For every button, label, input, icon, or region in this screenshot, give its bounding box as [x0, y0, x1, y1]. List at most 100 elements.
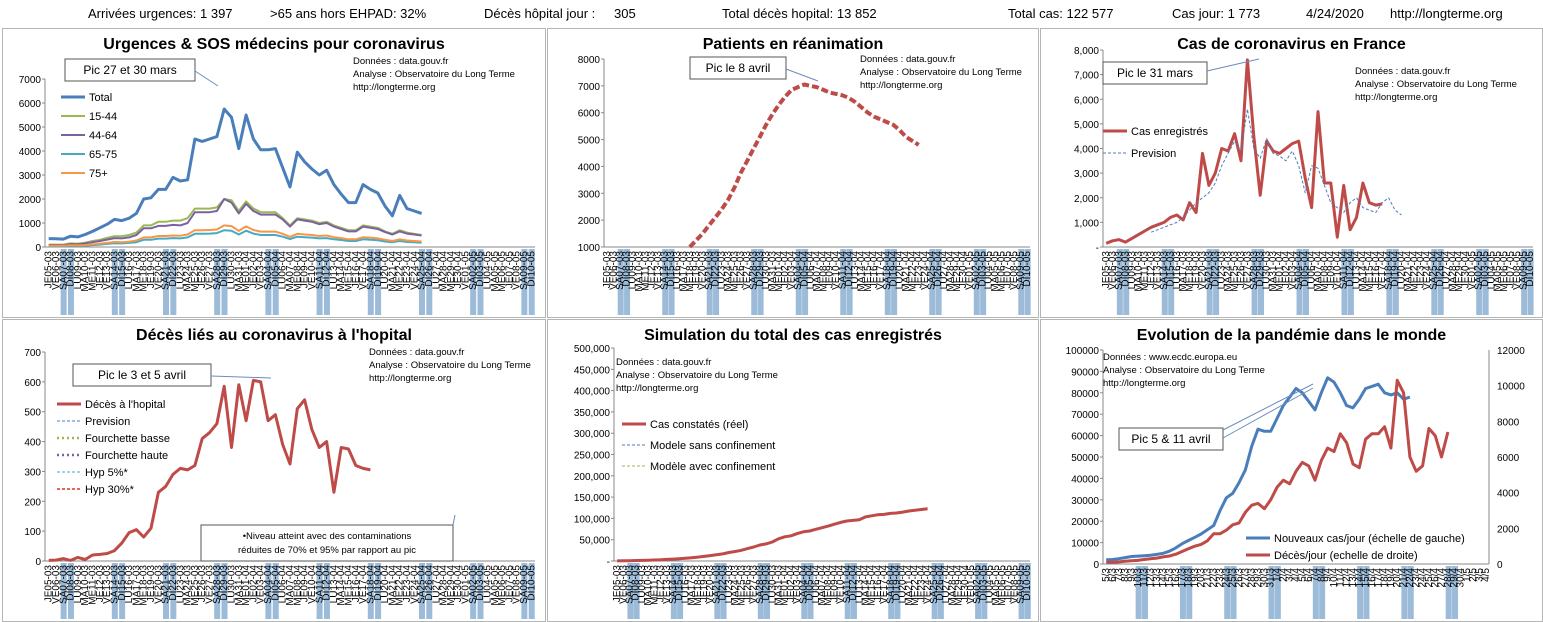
x-tick-label: 5/4: [1297, 568, 1308, 582]
x-tick-label: DI12-04: [848, 565, 859, 601]
source-line-3: http://longterme.org: [616, 383, 698, 394]
x-tick-label: ME29-04: [446, 251, 457, 292]
x-tick-label: DI26-04: [1435, 251, 1446, 287]
x-tick-label: ME01-04: [774, 251, 785, 292]
x-tick-label: MA05-05: [990, 251, 1001, 292]
x-tick-label: JE02-04: [248, 565, 259, 603]
x-tick-label: ME22-04: [907, 251, 918, 292]
header-total-cas: Total cas: 122 577: [1008, 6, 1114, 21]
x-tick-label: SA02-05: [972, 565, 983, 604]
x-tick-label: SA18-04: [885, 565, 896, 604]
weekend-band: [163, 249, 170, 315]
x-tick-label: MA10-03: [634, 251, 645, 292]
weekend-band: [624, 249, 631, 315]
x-tick-label: DI10-05: [526, 251, 537, 287]
x-tick-label: JE09-04: [300, 565, 311, 603]
series-line-nouveaux-cas-jour-chelle-de-gauche-: [1106, 376, 1411, 562]
x-tick-label: 15/4: [1361, 568, 1372, 588]
weekend-band: [1476, 249, 1483, 315]
x-tick-label: SA18-04: [882, 251, 893, 290]
weekend-band: [1251, 249, 1258, 315]
x-tick-label: DI29-03: [755, 251, 766, 287]
weekend-band: [1347, 249, 1354, 315]
x-tick-label: DI03-05: [1480, 251, 1491, 287]
x-tick-label: ME06-05: [497, 565, 508, 606]
x-tick-label: VE17-04: [1377, 251, 1388, 290]
x-tick-label: VE27-03: [742, 251, 753, 290]
y-tick-label: 7,000: [1074, 71, 1099, 82]
x-tick-label: 5/3: [1101, 568, 1112, 582]
legend-label: Décès/jour (echelle de droite): [1274, 550, 1418, 562]
x-tick-label: 19/4: [1386, 568, 1397, 588]
x-tick-label: SA18-04: [365, 251, 376, 290]
x-tick-label: JE23-04: [402, 565, 413, 603]
x-tick-label: MA05-05: [490, 565, 501, 606]
x-tick-label: MA24-03: [1223, 251, 1234, 292]
weekend-band: [323, 563, 330, 619]
y2-tick-label: 12000: [1497, 346, 1525, 357]
source-line-3: http://longterme.org: [1103, 378, 1185, 389]
annotation-pointer: [1222, 387, 1314, 439]
x-tick-label: ME08-04: [292, 251, 303, 292]
x-tick-label: 16/4: [1367, 568, 1378, 588]
weekend-band: [1401, 566, 1408, 619]
x-tick-label: JE19-03: [1191, 251, 1202, 289]
x-tick-label: SA11-04: [842, 565, 853, 604]
weekend-band: [1206, 249, 1213, 315]
x-tick-label: DI05-04: [270, 565, 281, 601]
x-tick-label: 12/3: [1145, 568, 1156, 588]
x-tick-label: MA21-04: [904, 565, 915, 606]
weekend-band: [1386, 249, 1393, 315]
x-tick-label: ME15-04: [867, 565, 878, 606]
y-tick-label: 70000: [1071, 410, 1099, 421]
x-tick-label: ME25-03: [190, 565, 201, 606]
weekend-band: [931, 563, 938, 619]
y-tick-label: 2000: [578, 216, 601, 227]
legend-label: Cas enregistrés: [1131, 126, 1209, 138]
weekend-band: [418, 249, 425, 315]
x-tick-label: VE27-03: [205, 565, 216, 604]
weekend-band: [265, 249, 272, 315]
x-tick-label: DI10-05: [1525, 251, 1536, 287]
legend-label: 15-44: [89, 111, 117, 123]
weekend-band: [757, 563, 764, 619]
y-tick-label: 3,000: [1074, 169, 1099, 180]
weekend-band: [720, 563, 727, 619]
x-tick-label: VE20-03: [153, 565, 164, 604]
weekend-band: [1024, 563, 1031, 619]
chart-cas-france-panel: - 1,000 2,000 3,000 4,000 5,000 6,000 7,000 8,00…: [1040, 28, 1543, 318]
x-tick-label: MA14-04: [336, 251, 347, 292]
x-tick-label: MA28-04: [1448, 251, 1459, 292]
weekend-band: [1437, 249, 1444, 315]
weekend-band: [1445, 566, 1452, 619]
source-line-1: Données : data.gouv.fr: [1355, 66, 1450, 77]
x-tick-label: DI08-03: [66, 565, 77, 601]
annotation-box: [1102, 61, 1208, 85]
x-tick-label: MA10-03: [643, 565, 654, 606]
weekend-band: [677, 563, 684, 619]
x-tick-label: SA07-03: [58, 565, 69, 604]
x-tick-label: ME01-04: [780, 565, 791, 606]
x-tick-label: MA14-04: [336, 565, 347, 606]
weekend-band: [521, 563, 528, 619]
x-tick-label: JE02-04: [1281, 251, 1292, 289]
series-line-patients-en-r-animation: [688, 82, 920, 249]
x-tick-label: SA04-04: [798, 565, 809, 604]
x-tick-label: DI12-04: [1345, 251, 1356, 287]
x-tick-label: LU16-03: [124, 565, 135, 604]
x-tick-label: LU27-04: [939, 251, 950, 290]
x-tick-label: MA28-04: [946, 251, 957, 292]
x-tick-label: VE10-04: [307, 565, 318, 604]
x-tick-label: VE27-03: [205, 251, 216, 290]
x-tick-label: LU04-05: [482, 251, 493, 290]
annotation-pointer: [210, 375, 272, 379]
weekend-band: [265, 563, 272, 619]
x-tick-label: DI29-03: [219, 251, 230, 287]
weekend-band: [67, 563, 74, 619]
x-tick-label: ME18-03: [139, 565, 150, 606]
header-stats-bar: Arrivées urgences: 1 397 >65 ans hors EH…: [0, 0, 1543, 28]
x-tick-label: LU16-03: [1172, 251, 1183, 290]
weekend-band: [1018, 563, 1025, 619]
x-tick-label: LU09-03: [1127, 251, 1138, 290]
x-tick-label: VE24-04: [409, 251, 420, 290]
